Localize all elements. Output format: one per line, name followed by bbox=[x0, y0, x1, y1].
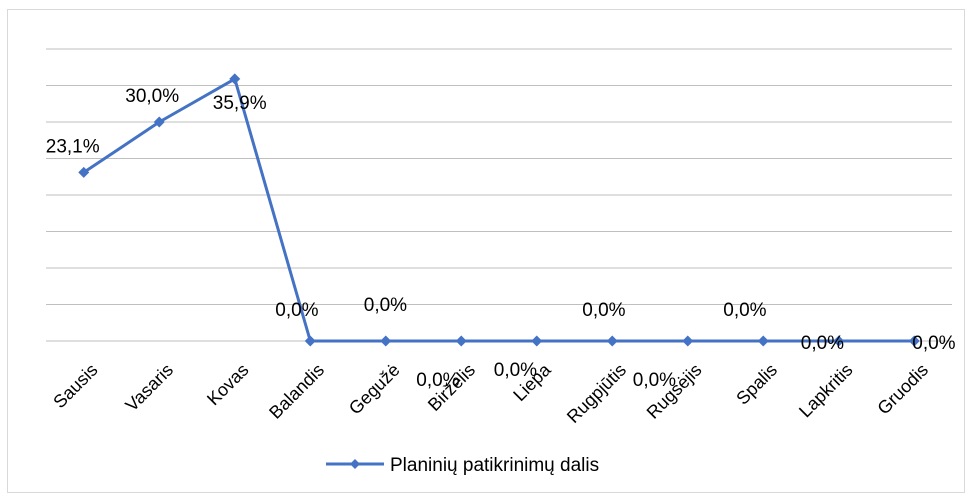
x-tick-label: Lapkritis bbox=[795, 360, 857, 422]
data-point-marker bbox=[833, 335, 845, 347]
x-tick-label: Spalis bbox=[732, 360, 781, 409]
x-tick-label: Gruodis bbox=[873, 360, 932, 419]
data-labels: 23,1% 30,0% 35,9% 0,0% 0,0% 0,0% 0,0% 0,0% 0,0% 0… bbox=[46, 86, 956, 391]
x-tick-label: Balandis bbox=[265, 360, 328, 423]
data-point-marker bbox=[455, 335, 467, 347]
x-axis-tick-labels: Sausis Vasaris Kovas Balandis Gegužė Birželis… bbox=[49, 359, 932, 427]
legend: Planinių patikrinimų dalis bbox=[326, 455, 599, 476]
data-label: 0,0% bbox=[912, 333, 955, 354]
data-label: 0,0% bbox=[416, 370, 459, 391]
data-label: 0,0% bbox=[633, 370, 676, 391]
data-label: 0,0% bbox=[723, 300, 766, 321]
data-point-marker bbox=[908, 335, 920, 347]
data-point-marker bbox=[531, 335, 543, 347]
x-tick-label: Vasaris bbox=[121, 360, 177, 416]
x-tick-label: Gegužė bbox=[345, 360, 404, 419]
data-label: 0,0% bbox=[364, 295, 407, 316]
x-tick-label: Sausis bbox=[49, 360, 101, 412]
legend-marker bbox=[350, 459, 360, 469]
data-point-marker bbox=[229, 73, 241, 85]
data-label: 0,0% bbox=[494, 360, 537, 381]
data-point-marker bbox=[606, 335, 618, 347]
x-tick-label: Rugpjūtis bbox=[563, 360, 630, 427]
data-point-marker bbox=[682, 335, 694, 347]
data-point-marker bbox=[757, 335, 769, 347]
data-label: 0,0% bbox=[275, 300, 318, 321]
data-point-marker bbox=[304, 335, 316, 347]
data-point-marker bbox=[380, 335, 392, 347]
data-point-marker bbox=[78, 166, 90, 178]
legend-label: Planinių patikrinimų dalis bbox=[390, 455, 599, 476]
gridlines bbox=[46, 48, 952, 342]
data-label: 0,0% bbox=[801, 333, 844, 354]
data-label: 30,0% bbox=[125, 86, 179, 107]
data-label: 23,1% bbox=[46, 136, 100, 157]
data-point-marker bbox=[153, 116, 165, 128]
chart-frame bbox=[7, 9, 965, 493]
series-layer bbox=[78, 73, 920, 347]
x-tick-label: Kovas bbox=[203, 360, 253, 410]
data-label: 0,0% bbox=[582, 300, 625, 321]
data-label: 35,9% bbox=[213, 93, 267, 114]
series-line bbox=[82, 77, 915, 343]
